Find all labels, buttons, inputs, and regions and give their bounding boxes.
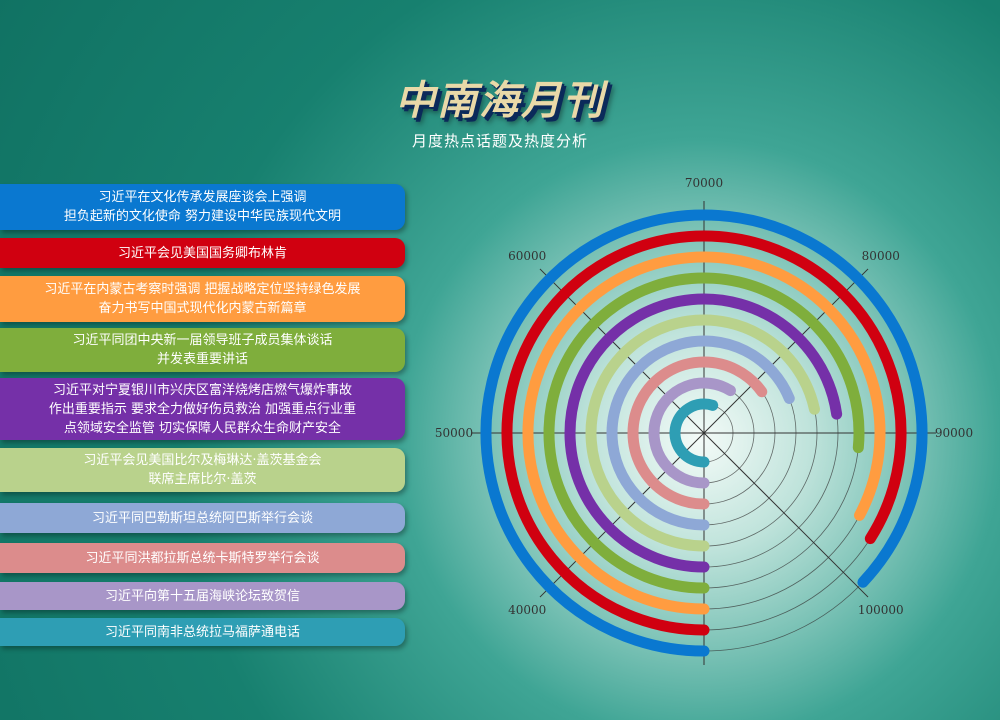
legend-item: 习近平会见美国比尔及梅琳达·盖茨基金会 联席主席比尔·盖茨 — [0, 448, 405, 492]
radial-bar — [501, 230, 907, 636]
legend-item: 习近平在文化传承发展座谈会上强调 担负起新的文化使命 努力建设中华民族现代文明 — [0, 184, 405, 230]
radial-bar — [522, 251, 886, 615]
grid-spoke — [703, 432, 869, 598]
angle-tick-label: 70000 — [685, 176, 723, 190]
page-title: 中南海月刊 — [395, 78, 605, 124]
legend-item: 习近平同团中央新一届领导班子成员集体谈话 并发表重要讲话 — [0, 328, 405, 372]
legend-item: 习近平同南非总统拉马福萨通电话 — [0, 618, 405, 646]
angle-tick-label: 80000 — [862, 249, 900, 263]
angle-tick-label: 40000 — [508, 603, 546, 617]
angle-tick-label: 100000 — [858, 603, 904, 617]
page-subtitle: 月度热点话题及热度分析 — [411, 132, 588, 150]
radial-bar — [480, 209, 928, 657]
radial-bar — [543, 272, 865, 594]
radial-bar — [648, 377, 736, 489]
angle-tick-label: 60000 — [508, 249, 546, 263]
legend-item: 习近平同巴勒斯坦总统阿巴斯举行会谈 — [0, 503, 405, 533]
radial-bar — [585, 314, 820, 552]
angle-tick-label: 50000 — [435, 426, 473, 440]
legend-item: 习近平在内蒙古考察时强调 把握战略定位坚持绿色发展 奋力书写中国式现代化内蒙古新… — [0, 276, 405, 322]
legend-item: 习近平会见美国国务卿布林肯 — [0, 238, 405, 268]
legend-item: 习近平向第十五届海峡论坛致贺信 — [0, 582, 405, 610]
radial-bar — [606, 335, 795, 531]
legend-item: 习近平同洪都拉斯总统卡斯特罗举行会谈 — [0, 543, 405, 573]
radial-bar — [627, 356, 768, 510]
legend-item: 习近平对宁夏银川市兴庆区富洋烧烤店燃气爆炸事故 作出重要指示 要求全力做好伤员救… — [0, 378, 405, 440]
angle-tick-label: 90000 — [935, 426, 973, 440]
radial-bar — [669, 398, 719, 468]
radial-bar — [564, 293, 843, 573]
